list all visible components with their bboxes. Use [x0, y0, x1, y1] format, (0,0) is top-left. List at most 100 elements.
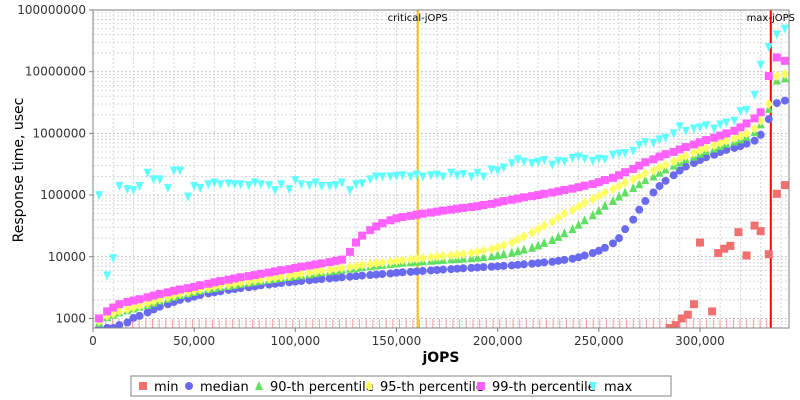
data-point	[695, 145, 704, 156]
data-point	[406, 172, 415, 182]
data-point	[689, 300, 698, 309]
data-point	[695, 138, 704, 147]
data-point	[519, 231, 528, 242]
data-point	[129, 302, 138, 313]
data-point	[764, 43, 773, 53]
data-point	[331, 181, 340, 191]
data-point	[479, 252, 488, 262]
x-axis-title: jOPS	[421, 350, 459, 366]
marker-label-critical: critical-jOPS	[388, 13, 448, 24]
data-point	[378, 257, 387, 268]
data-point	[649, 171, 658, 181]
x-tick-label: 150,000	[372, 334, 422, 348]
data-point	[487, 165, 496, 175]
data-point	[184, 192, 193, 202]
data-point	[764, 115, 773, 124]
data-point	[378, 172, 387, 182]
data-point	[398, 213, 407, 222]
data-point	[621, 177, 630, 188]
data-point	[756, 130, 765, 139]
data-point	[123, 297, 132, 306]
data-point	[230, 180, 239, 190]
data-point	[615, 149, 624, 159]
data-point	[720, 244, 729, 253]
legend-swatch	[477, 382, 485, 390]
data-point	[439, 172, 448, 182]
data-point	[337, 178, 346, 188]
data-point	[594, 246, 603, 255]
data-point	[305, 181, 314, 191]
data-point	[418, 266, 427, 275]
data-point	[499, 163, 508, 173]
data-point	[677, 314, 686, 323]
data-point	[756, 60, 765, 70]
data-point	[176, 166, 184, 176]
data-point	[655, 152, 664, 161]
data-point	[459, 248, 468, 259]
data-point	[291, 263, 300, 272]
data-point	[780, 24, 789, 34]
data-point	[297, 268, 306, 279]
data-point	[683, 310, 692, 319]
data-point	[554, 231, 563, 241]
data-point	[772, 30, 781, 40]
data-point	[540, 237, 549, 247]
data-point	[540, 189, 549, 198]
data-point	[675, 145, 684, 154]
legend-swatch	[365, 381, 373, 391]
data-point	[493, 242, 502, 253]
data-point	[398, 268, 407, 277]
data-point	[560, 255, 569, 264]
data-point	[574, 219, 583, 229]
data-point	[580, 181, 589, 190]
data-point	[184, 284, 193, 293]
data-point	[528, 242, 537, 252]
data-point	[702, 136, 711, 145]
data-point	[716, 120, 725, 130]
data-point	[710, 140, 719, 151]
data-point	[190, 282, 199, 291]
data-point	[649, 165, 658, 176]
data-point	[649, 155, 658, 164]
data-point	[665, 324, 674, 328]
data-point	[358, 231, 367, 240]
data-point	[580, 197, 589, 208]
data-point	[352, 238, 361, 247]
data-point	[574, 152, 583, 162]
data-point	[358, 271, 367, 280]
data-point	[129, 313, 138, 322]
data-point	[305, 276, 314, 285]
data-point	[594, 190, 603, 201]
data-point	[143, 168, 152, 178]
data-point	[548, 234, 557, 244]
data-point	[196, 184, 205, 194]
data-point	[291, 269, 300, 280]
data-point	[513, 234, 522, 245]
data-point	[513, 260, 522, 269]
data-point	[702, 121, 711, 131]
data-point	[345, 186, 354, 196]
data-point	[734, 228, 743, 237]
data-point	[600, 187, 609, 198]
legend-label: median	[200, 380, 249, 395]
data-point	[291, 176, 300, 186]
data-point	[534, 191, 543, 200]
data-point	[621, 149, 630, 159]
axes-layer: 1000 10000 100000 1000000 10000000 100000000 0…	[17, 3, 790, 348]
data-point	[661, 133, 670, 143]
x-tick-label: 300,000	[675, 334, 725, 348]
data-point	[736, 131, 745, 142]
data-point	[277, 180, 286, 190]
data-point	[418, 172, 427, 182]
data-point	[224, 179, 233, 189]
data-point	[689, 140, 698, 149]
data-point	[311, 275, 320, 284]
data-point	[742, 251, 751, 260]
data-point	[392, 255, 401, 266]
data-point	[594, 154, 603, 164]
data-point	[135, 295, 144, 304]
data-point	[115, 306, 124, 317]
data-point	[710, 133, 719, 142]
data-point	[681, 162, 690, 171]
data-point	[129, 296, 138, 305]
